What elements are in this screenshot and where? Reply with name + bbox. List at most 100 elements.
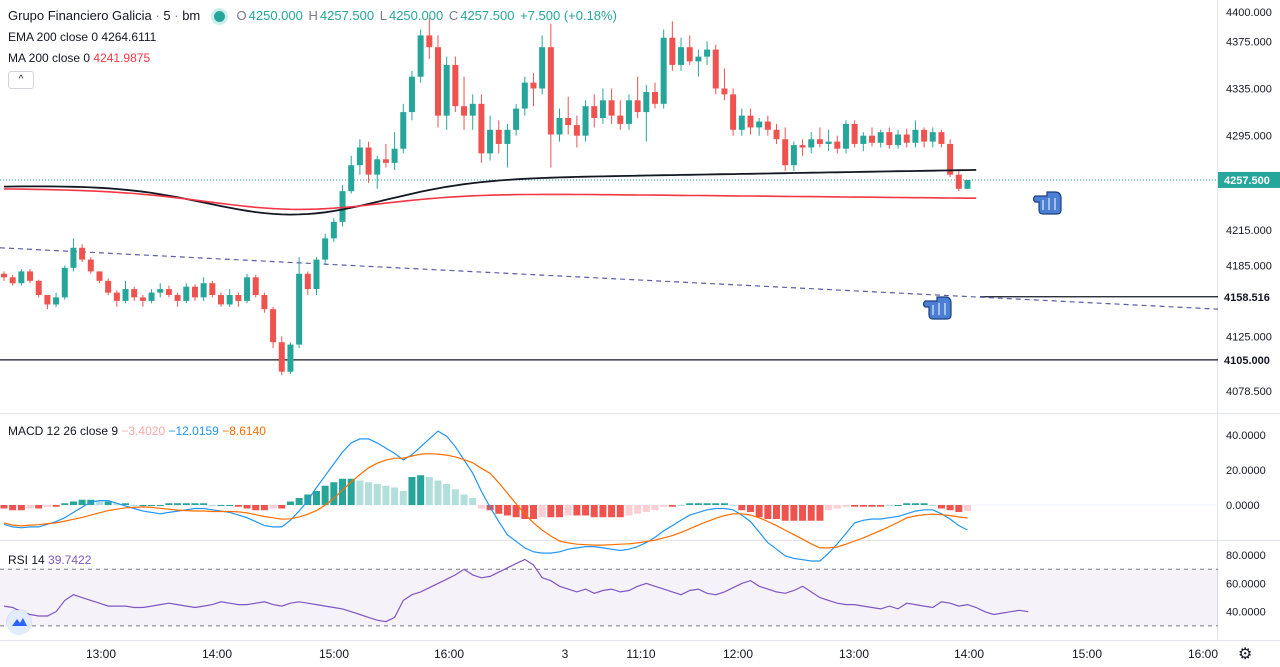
ma-legend-value: 4241.9875	[93, 51, 151, 65]
macd-histogram-bar	[746, 505, 754, 512]
candle-body	[504, 129, 511, 144]
macd-histogram-bar	[130, 505, 138, 506]
tradingview-logo-icon[interactable]	[6, 609, 32, 635]
candle-body	[44, 295, 51, 305]
candle-body	[704, 49, 711, 57]
macd-histogram-bar	[634, 505, 642, 514]
macd-histogram-bar	[512, 505, 520, 518]
ma-legend[interactable]: MA 200 close 0 4241.9875	[8, 51, 150, 65]
rsi-legend[interactable]: RSI 14 39.7422	[8, 553, 91, 567]
macd-histogram-bar	[608, 505, 616, 518]
candle-body	[929, 132, 936, 142]
macd-histogram-bar	[833, 505, 841, 509]
candle-body	[712, 49, 719, 89]
rsi-axis-tick: 40.0000	[1226, 607, 1266, 619]
macd-histogram-bar	[347, 478, 355, 505]
macd-histogram-bar	[773, 505, 781, 519]
macd-histogram-bar	[573, 505, 581, 516]
candle-body	[27, 271, 34, 281]
candle-body	[730, 94, 737, 130]
macd-histogram-bar	[451, 489, 459, 505]
rsi-axis-tick: 60.0000	[1226, 578, 1266, 590]
macd-histogram-bar	[278, 505, 286, 509]
close-value: 4257.500	[460, 8, 515, 23]
macd-histogram-bar	[642, 505, 650, 512]
macd-histogram-bar	[0, 505, 8, 509]
candle-body	[686, 47, 693, 62]
time-axis-label: 11:10	[626, 647, 655, 661]
macd-histogram-bar	[69, 501, 77, 505]
macd-histogram-bar	[321, 485, 329, 505]
candle-body	[18, 271, 25, 284]
macd-histogram-bar	[312, 491, 320, 505]
candle-body	[964, 179, 971, 189]
candle-body	[547, 47, 554, 135]
macd-histogram-bar	[929, 505, 937, 506]
rsi-legend-name: RSI 14	[8, 553, 45, 567]
macd-histogram-bar	[842, 505, 850, 507]
candle-body	[148, 292, 155, 301]
macd-histogram-bar	[399, 491, 407, 505]
macd-histogram-bar	[651, 505, 659, 511]
ema-legend[interactable]: EMA 200 close 0 4264.6111	[8, 30, 156, 44]
macd-legend[interactable]: MACD 12 26 close 9 −3.4020 −12.0159 −8.6…	[8, 424, 266, 438]
macd-histogram-bar	[911, 503, 919, 505]
time-axis-label: 16:00	[434, 647, 464, 661]
candle-body	[165, 289, 172, 295]
macd-histogram-bar	[894, 505, 902, 506]
candle-body	[61, 267, 68, 298]
macd-histogram-bar	[17, 505, 25, 511]
macd-histogram-bar	[165, 503, 173, 505]
macd-histogram-bar	[868, 505, 876, 507]
price-axis-tick: 4400.000	[1226, 7, 1272, 19]
macd-histogram-bar	[408, 477, 416, 505]
macd-histogram-bar	[469, 498, 477, 505]
candle-body	[886, 132, 893, 146]
macd-histogram-bar	[807, 505, 815, 521]
candle-body	[877, 132, 884, 143]
time-axis-label: 14:00	[954, 647, 984, 661]
candle-body	[869, 135, 875, 143]
rsi-line	[3, 558, 1029, 623]
macd-axis-tick: 40.0000	[1226, 430, 1266, 442]
candle-body	[825, 141, 832, 144]
candle-body	[599, 100, 606, 118]
macd-histogram-bar	[755, 505, 763, 518]
macd-histogram-bar	[851, 505, 859, 507]
candle-body	[226, 295, 233, 305]
candle-body	[608, 100, 615, 116]
candle-body	[70, 247, 77, 268]
candle-body	[261, 295, 268, 310]
candle-body	[643, 92, 650, 113]
candle-body	[617, 115, 624, 124]
candle-body	[756, 121, 763, 128]
time-axis-label: 15:00	[1072, 647, 1102, 661]
candle-body	[565, 118, 572, 126]
pointing-hand-icon	[922, 296, 952, 320]
candle-body	[938, 132, 945, 144]
macd-signal-value: −8.6140	[222, 424, 266, 438]
gear-icon[interactable]: ⚙	[1238, 646, 1253, 663]
time-axis-label: 14:00	[202, 647, 232, 661]
candle-body	[183, 286, 190, 301]
candle-body	[556, 118, 563, 135]
macd-histogram-bar	[564, 505, 572, 516]
macd-histogram-bar	[52, 505, 60, 507]
macd-histogram-bar	[521, 505, 529, 519]
price-axis-tick: 4078.500	[1226, 386, 1272, 398]
macd-axis-tick: 20.0000	[1226, 465, 1266, 477]
candle-body	[773, 129, 780, 140]
candle-body	[513, 108, 520, 130]
macd-histogram-bar	[174, 503, 182, 505]
macd-hist-value: −3.4020	[121, 424, 166, 438]
candle-body	[218, 295, 224, 305]
candle-body	[452, 64, 459, 107]
rsi-legend-value: 39.7422	[48, 553, 92, 567]
macd-histogram-bar	[295, 498, 303, 505]
candle-body	[87, 259, 94, 272]
symbol-name[interactable]: Grupo Financiero Galicia	[8, 8, 152, 23]
collapse-legend-button[interactable]: ^	[8, 71, 34, 89]
interval-label[interactable]: 5	[163, 8, 171, 23]
candle-body	[912, 129, 919, 143]
